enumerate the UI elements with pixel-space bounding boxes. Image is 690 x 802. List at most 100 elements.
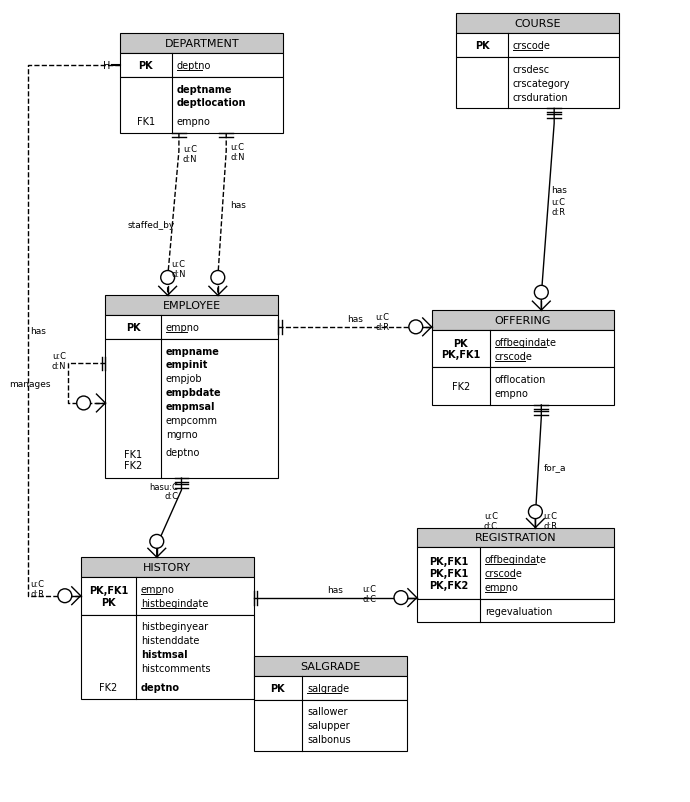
- Text: deptname: deptname: [177, 84, 232, 95]
- Text: manages: manages: [10, 379, 51, 388]
- Text: d:R: d:R: [375, 323, 389, 332]
- Bar: [456, 34, 620, 58]
- Text: empno: empno: [166, 322, 199, 333]
- Bar: [417, 528, 615, 548]
- Text: empno: empno: [141, 584, 175, 594]
- Bar: [417, 548, 615, 599]
- Bar: [106, 296, 278, 316]
- Text: salupper: salupper: [307, 720, 350, 731]
- Text: empcomm: empcomm: [166, 415, 217, 425]
- Text: sallower: sallower: [307, 707, 348, 716]
- Text: u:C: u:C: [172, 260, 186, 269]
- Text: mgrno: mgrno: [166, 429, 197, 439]
- Text: d:R: d:R: [543, 521, 558, 530]
- Text: FK2: FK2: [99, 682, 117, 692]
- Text: d:C: d:C: [484, 521, 498, 530]
- Bar: [106, 339, 278, 479]
- Text: d:N: d:N: [172, 269, 186, 278]
- Text: d:R: d:R: [551, 208, 565, 217]
- Text: deptno: deptno: [166, 448, 200, 458]
- Text: offbegindate: offbegindate: [485, 554, 547, 565]
- Circle shape: [529, 505, 542, 519]
- Bar: [431, 368, 615, 406]
- Text: staffed_by: staffed_by: [128, 221, 175, 229]
- Text: deptno: deptno: [177, 61, 211, 71]
- Circle shape: [409, 321, 423, 334]
- Text: COURSE: COURSE: [515, 19, 561, 30]
- Text: histbeginyear: histbeginyear: [141, 622, 208, 632]
- Text: empno: empno: [495, 389, 529, 399]
- Text: has: has: [327, 585, 343, 594]
- Bar: [456, 58, 620, 109]
- Text: REGISTRATION: REGISTRATION: [475, 533, 556, 543]
- Text: u:C: u:C: [362, 585, 376, 593]
- Text: crscode: crscode: [495, 351, 533, 361]
- Text: u:C: u:C: [484, 512, 498, 520]
- Circle shape: [77, 396, 90, 411]
- Text: offbegindate: offbegindate: [495, 338, 557, 347]
- Bar: [456, 14, 620, 34]
- Text: crscode: crscode: [485, 569, 523, 578]
- Text: salbonus: salbonus: [307, 734, 351, 744]
- Text: SALGRADE: SALGRADE: [300, 661, 360, 671]
- Text: PK,FK1
PK: PK,FK1 PK: [89, 585, 128, 607]
- Text: histenddate: histenddate: [141, 635, 199, 646]
- Text: hasu:C: hasu:C: [150, 482, 179, 491]
- Text: PK,FK1
PK,FK1
PK,FK2: PK,FK1 PK,FK1 PK,FK2: [428, 557, 468, 589]
- Bar: [254, 656, 407, 676]
- Text: empmsal: empmsal: [166, 402, 215, 411]
- Text: deptno: deptno: [141, 682, 180, 692]
- Text: FK1: FK1: [137, 117, 155, 127]
- Text: d:N: d:N: [230, 153, 245, 162]
- Text: deptlocation: deptlocation: [177, 99, 246, 108]
- Text: PK: PK: [475, 41, 489, 51]
- Text: EMPLOYEE: EMPLOYEE: [163, 301, 221, 310]
- Text: d:N: d:N: [183, 155, 197, 164]
- Text: histbegindate: histbegindate: [141, 598, 208, 608]
- Text: H: H: [103, 61, 110, 71]
- Text: u:C: u:C: [375, 313, 389, 322]
- Text: empno: empno: [485, 582, 519, 592]
- Bar: [106, 316, 278, 339]
- Text: crscategory: crscategory: [513, 79, 570, 88]
- Text: salgrade: salgrade: [307, 683, 349, 693]
- Text: regevaluation: regevaluation: [485, 606, 553, 616]
- Text: u:C: u:C: [230, 144, 244, 152]
- Text: crsdesc: crsdesc: [513, 65, 550, 75]
- Text: empbdate: empbdate: [166, 387, 221, 398]
- Text: histmsal: histmsal: [141, 650, 188, 659]
- Bar: [431, 330, 615, 368]
- Circle shape: [394, 591, 408, 605]
- Bar: [120, 78, 284, 134]
- Text: crsduration: crsduration: [513, 92, 569, 103]
- Text: PK
PK,FK1: PK PK,FK1: [441, 338, 480, 360]
- Text: DEPARTMENT: DEPARTMENT: [164, 39, 239, 49]
- Text: u:C: u:C: [183, 145, 197, 154]
- Circle shape: [534, 286, 549, 300]
- Text: empno: empno: [177, 117, 210, 127]
- Text: FK1
FK2: FK1 FK2: [124, 449, 142, 471]
- Text: HISTORY: HISTORY: [143, 562, 191, 573]
- Circle shape: [211, 271, 225, 285]
- Bar: [120, 34, 284, 54]
- Text: offlocation: offlocation: [495, 375, 546, 385]
- Bar: [120, 54, 284, 78]
- Text: for_a: for_a: [543, 462, 566, 471]
- Text: d:C: d:C: [164, 492, 179, 500]
- Bar: [254, 699, 407, 751]
- Text: empinit: empinit: [166, 360, 208, 370]
- Text: u:C: u:C: [543, 512, 558, 520]
- Text: OFFERING: OFFERING: [495, 315, 551, 326]
- Bar: [431, 310, 615, 330]
- Circle shape: [58, 589, 72, 603]
- Bar: [81, 615, 254, 699]
- Text: empjob: empjob: [166, 374, 202, 384]
- Text: d:R: d:R: [30, 589, 44, 598]
- Text: PK: PK: [126, 322, 140, 333]
- Text: u:C: u:C: [551, 197, 565, 207]
- Text: histcomments: histcomments: [141, 663, 210, 673]
- Text: has: has: [347, 315, 363, 324]
- Bar: [417, 599, 615, 622]
- Circle shape: [150, 535, 164, 549]
- Text: d:N: d:N: [51, 362, 66, 371]
